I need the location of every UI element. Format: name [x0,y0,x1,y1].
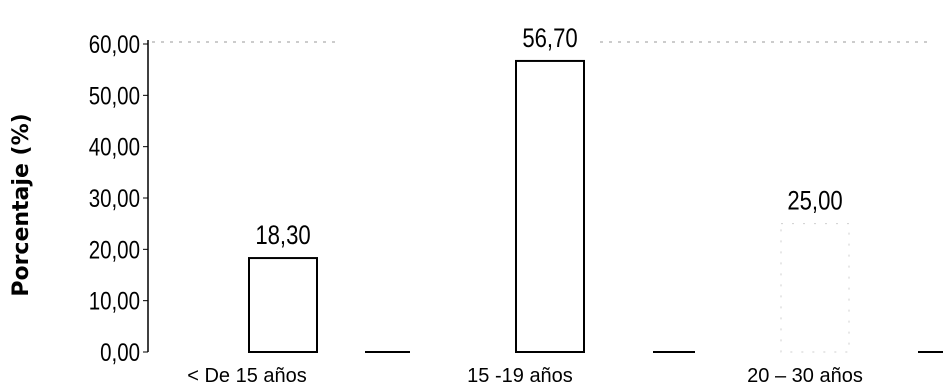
y-tick-label: 0,00 [100,338,140,366]
y-axis-ticks: 0,00 10,00 20,00 30,00 40,00 50,00 60,00 [89,30,148,366]
y-tick-label: 30,00 [89,184,140,212]
data-label: 56,70 [522,24,577,54]
bars-group: 18,30 < De 15 años 56,70 15 -19 años 25,00 20… [187,24,863,387]
bar [515,59,585,353]
bar [248,257,318,353]
y-tick-label: 20,00 [89,235,140,263]
category-label: 20 – 30 años [747,365,863,387]
y-axis-title: Porcentaje (%) [9,113,34,296]
category-label: < De 15 años [187,365,307,387]
y-tick-label: 50,00 [89,81,140,109]
bar [780,223,850,353]
data-label: 25,00 [787,187,842,217]
category-label: 15 -19 años [467,365,573,387]
data-label: 18,30 [255,221,310,251]
y-tick-label: 10,00 [89,287,140,315]
y-tick-label: 60,00 [89,30,140,58]
y-tick-label: 40,00 [89,133,140,161]
